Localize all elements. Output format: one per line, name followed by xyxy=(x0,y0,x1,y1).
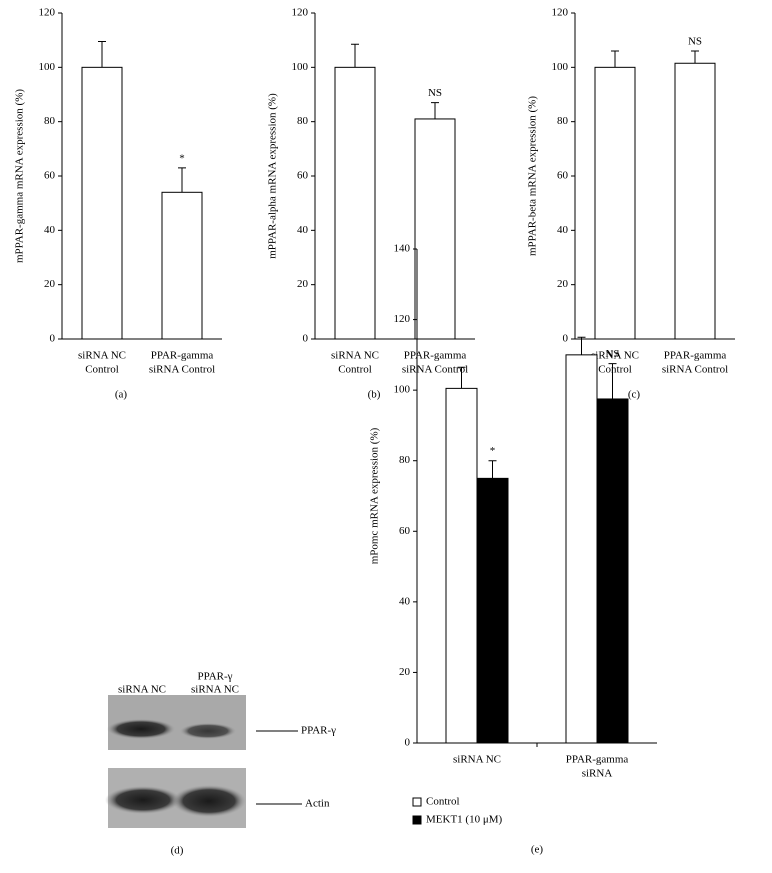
y-tick-label: 0 xyxy=(50,333,56,345)
blot-band xyxy=(107,719,175,739)
y-tick-label: 0 xyxy=(563,333,569,345)
x-tick-label: PPAR-gamma xyxy=(151,350,214,362)
annotation: * xyxy=(490,445,496,457)
x-tick-label: siRNA NC xyxy=(331,350,379,362)
x-tick-label: siRNA NC xyxy=(591,350,639,362)
y-tick-label: 40 xyxy=(557,224,569,236)
x-tick-label: siRNA Control xyxy=(149,364,215,376)
error-bar xyxy=(691,50,699,64)
annotation: NS xyxy=(428,87,442,99)
y-tick-label: 20 xyxy=(399,666,411,678)
x-tick-label: PPAR-gamma xyxy=(404,350,467,362)
y-axis-label: mPPAR-beta mRNA expression (%) xyxy=(527,96,539,256)
legend-label: Control xyxy=(426,796,460,808)
y-tick-label: 100 xyxy=(292,61,309,73)
blot-band xyxy=(180,723,236,739)
bar xyxy=(81,66,123,340)
panel-label: (a) xyxy=(115,389,128,401)
panel-label: (e) xyxy=(531,844,544,856)
x-tick-label: siRNA NC xyxy=(453,754,501,766)
y-tick-label: 60 xyxy=(557,170,569,182)
y-tick-label: 20 xyxy=(297,278,309,290)
x-tick-label: PPAR-gamma xyxy=(664,350,727,362)
y-tick-label: 0 xyxy=(303,333,309,345)
y-tick-label: 140 xyxy=(394,243,411,255)
y-tick-label: 40 xyxy=(297,224,309,236)
band-label: Actin xyxy=(305,798,330,810)
y-tick-label: 80 xyxy=(44,115,56,127)
error-bar xyxy=(178,167,186,193)
y-tick-label: 60 xyxy=(297,170,309,182)
bar xyxy=(594,66,636,340)
bar xyxy=(674,62,716,340)
y-axis-label: mPPAR-gamma mRNA expression (%) xyxy=(14,89,26,263)
error-bar xyxy=(351,43,359,68)
legend-label: MEKT1 (10 μM) xyxy=(426,814,503,826)
y-tick-label: 20 xyxy=(44,278,56,290)
bar xyxy=(334,66,376,340)
y-tick-label: 0 xyxy=(405,737,411,749)
error-bar xyxy=(577,336,586,355)
bar xyxy=(445,387,478,744)
lane-label: PPAR-γ xyxy=(197,671,232,683)
error-bar xyxy=(608,363,617,399)
x-tick-label: PPAR-gamma xyxy=(566,754,629,766)
legend-swatch xyxy=(412,815,422,825)
lane-label: siRNA NC xyxy=(191,684,239,696)
x-tick-label: siRNA Control xyxy=(402,364,468,376)
bar xyxy=(414,118,456,340)
annotation: NS xyxy=(605,348,619,360)
error-bar xyxy=(611,50,619,68)
legend-swatch xyxy=(412,797,422,807)
x-tick-label: Control xyxy=(598,364,632,376)
bar xyxy=(161,191,203,340)
y-tick-label: 20 xyxy=(557,278,569,290)
bar xyxy=(596,398,629,744)
band-label: PPAR-γ xyxy=(301,725,336,737)
y-tick-label: 40 xyxy=(399,595,411,607)
x-tick-label: siRNA xyxy=(582,768,613,780)
y-tick-label: 80 xyxy=(557,115,569,127)
y-tick-label: 100 xyxy=(552,61,569,73)
x-tick-label: Control xyxy=(338,364,372,376)
blot-band xyxy=(172,785,246,817)
lane-label: siRNA NC xyxy=(118,684,166,696)
panel-label: (d) xyxy=(171,845,184,857)
panel-label: (c) xyxy=(628,389,641,401)
y-tick-label: 80 xyxy=(399,454,411,466)
error-bar xyxy=(457,366,466,389)
y-tick-label: 100 xyxy=(394,384,411,396)
y-tick-label: 120 xyxy=(394,313,411,325)
y-tick-label: 60 xyxy=(399,525,411,537)
blot-band xyxy=(105,786,181,814)
bar xyxy=(565,354,598,744)
x-tick-label: Control xyxy=(85,364,119,376)
panel-label: (b) xyxy=(368,389,381,401)
y-axis-label: mPomc mRNA expression (%) xyxy=(369,427,381,564)
annotation: * xyxy=(179,152,185,164)
bar xyxy=(476,477,509,744)
y-tick-label: 120 xyxy=(292,7,309,19)
error-bar xyxy=(431,102,439,119)
error-bar xyxy=(98,41,106,68)
y-tick-label: 120 xyxy=(552,7,569,19)
y-tick-label: 80 xyxy=(297,115,309,127)
y-tick-label: 120 xyxy=(39,7,56,19)
error-bar xyxy=(488,460,497,479)
annotation: NS xyxy=(688,36,702,48)
y-axis-label: mPPAR-alpha mRNA expression (%) xyxy=(267,93,279,259)
y-tick-label: 100 xyxy=(39,61,56,73)
y-tick-label: 60 xyxy=(44,170,56,182)
x-tick-label: siRNA NC xyxy=(78,350,126,362)
y-tick-label: 40 xyxy=(44,224,56,236)
x-tick-label: siRNA Control xyxy=(662,364,728,376)
